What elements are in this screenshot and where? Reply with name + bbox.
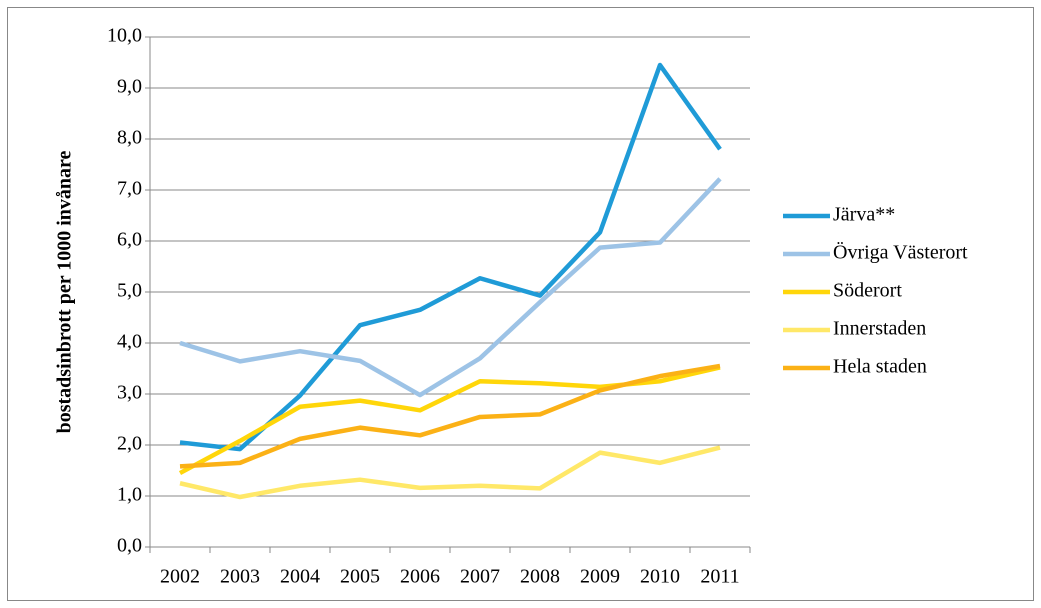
y-tick-label: 3,0: [117, 382, 142, 404]
legend-label: Hela staden: [833, 356, 927, 378]
legend-label: Övriga Västerort: [833, 241, 968, 264]
x-tick-label: 2007: [460, 566, 500, 588]
y-tick-label: 6,0: [117, 229, 142, 251]
series-line: [179, 445, 721, 500]
legend-label: Innerstaden: [833, 318, 926, 340]
x-tick-label: 2010: [640, 566, 680, 588]
legend-label: Söderort: [833, 280, 902, 302]
x-tick-label: 2005: [340, 566, 380, 588]
series-line: [179, 363, 721, 469]
series-line: [179, 177, 722, 398]
x-tick-label: 2009: [580, 566, 620, 588]
x-tick-label: 2004: [280, 566, 320, 588]
chart-frame: [7, 7, 1034, 601]
x-tick-label: 2008: [520, 566, 560, 588]
x-tick-label: 2003: [220, 566, 260, 588]
y-tick-label: 2,0: [117, 433, 142, 455]
y-tick-label: 7,0: [117, 178, 142, 200]
y-tick-label: 4,0: [117, 331, 142, 353]
y-tick-label: 0,0: [117, 535, 142, 557]
y-tick-label: 10,0: [107, 25, 142, 47]
x-tick-label: 2011: [700, 566, 739, 588]
y-tick-label: 5,0: [117, 280, 142, 302]
y-tick-label: 8,0: [117, 127, 142, 149]
y-tick-label: 9,0: [117, 76, 142, 98]
x-tick-label: 2002: [160, 566, 200, 588]
y-axis-label: bostadsinbrott per 1000 invånare: [54, 150, 76, 433]
x-tick-label: 2006: [400, 566, 440, 588]
y-tick-label: 1,0: [117, 484, 142, 506]
legend-label: Järva**: [833, 204, 895, 226]
